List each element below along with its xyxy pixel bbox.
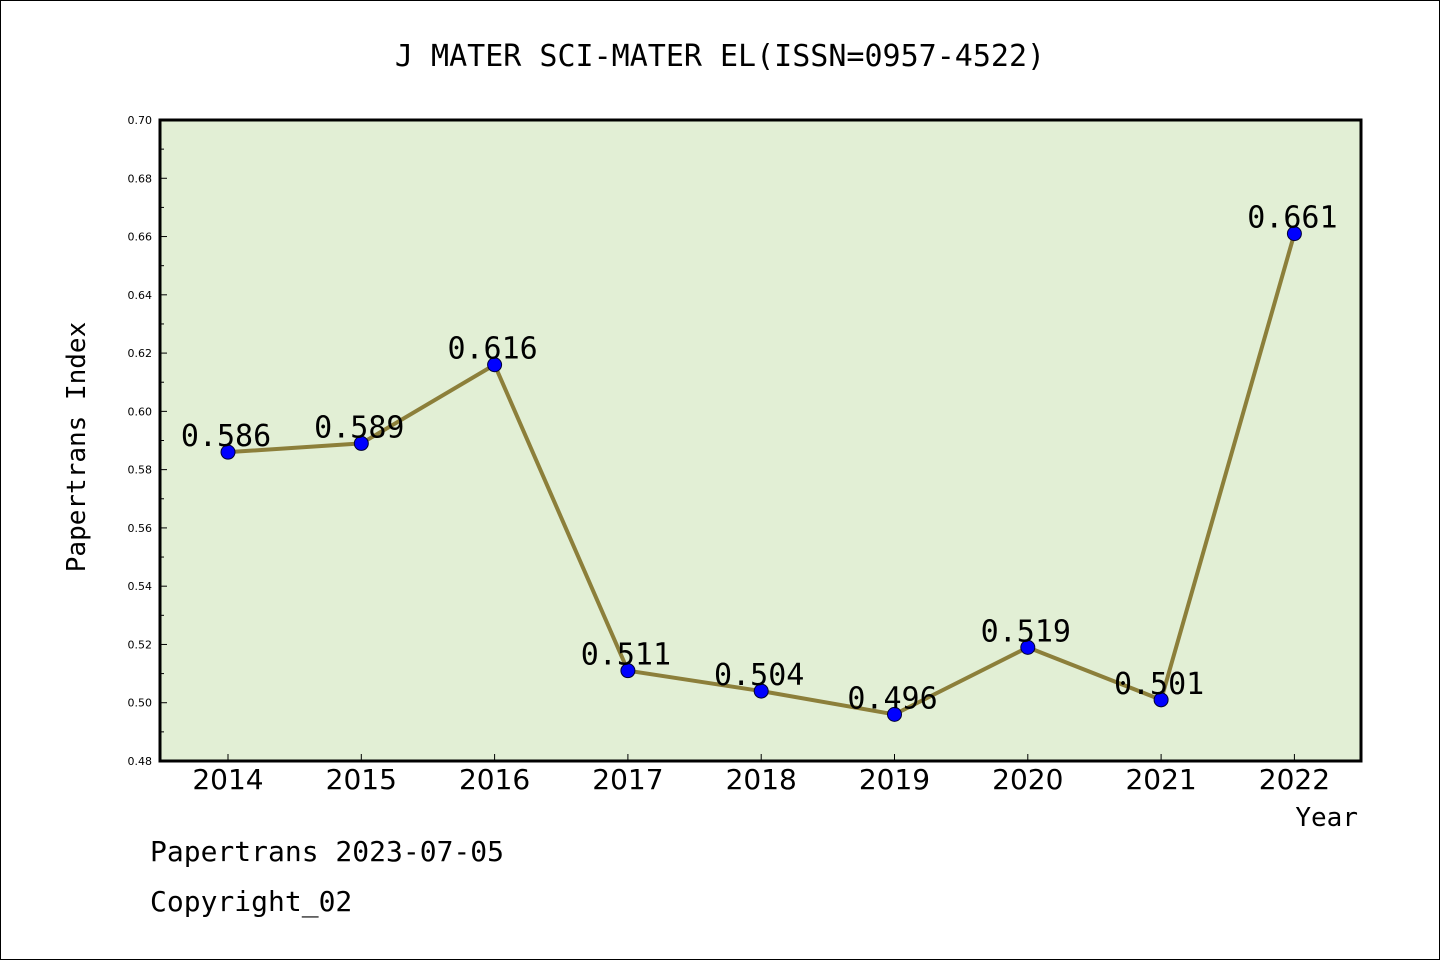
data-label: 0.586 <box>181 419 271 454</box>
data-point <box>753 683 769 699</box>
x-tick-label: 2021 <box>1125 763 1196 796</box>
y-tick-label: 0.52 <box>128 638 153 651</box>
data-label: 0.511 <box>581 638 671 673</box>
x-tick-label: 2018 <box>726 763 797 796</box>
y-tick-label: 0.56 <box>128 522 153 535</box>
data-point <box>220 444 236 460</box>
x-tick-label: 2017 <box>592 763 663 796</box>
y-tick-label: 0.50 <box>128 697 153 710</box>
x-tick-label: 2020 <box>992 763 1063 796</box>
y-axis: 0.48 0.50 0.52 0.54 0.56 0.58 0.60 0.62 0.64 0.66… <box>128 114 167 768</box>
data-point <box>1153 692 1169 708</box>
data-label: 0.501 <box>1114 667 1204 702</box>
x-tick-label: 2022 <box>1259 763 1330 796</box>
data-label: 0.589 <box>314 410 404 445</box>
data-point <box>1286 226 1302 242</box>
y-tick-label: 0.64 <box>128 289 153 302</box>
y-tick-label: 0.68 <box>128 172 153 185</box>
y-tick-label: 0.70 <box>128 114 153 127</box>
series-papertrans-index: 0.586 0.589 0.616 0.511 0.504 0.496 0.519 0.501… <box>181 201 1338 722</box>
x-tick-label: 2014 <box>192 763 263 796</box>
x-axis-label: Year <box>1295 803 1358 833</box>
data-label: 0.616 <box>447 332 537 367</box>
data-label: 0.504 <box>714 658 804 693</box>
data-label: 0.519 <box>981 614 1071 649</box>
footer-date: Papertrans 2023-07-05 <box>150 835 505 868</box>
data-label: 0.496 <box>847 681 937 716</box>
footer-copyright: Copyright_02 <box>150 885 353 918</box>
data-point <box>1020 639 1036 655</box>
data-point <box>620 663 636 679</box>
data-label: 0.661 <box>1247 201 1337 236</box>
x-tick-label: 2019 <box>859 763 930 796</box>
y-tick-label: 0.48 <box>128 755 153 768</box>
x-tick-label: 2015 <box>326 763 397 796</box>
x-axis: 2014 2015 2016 2017 2018 2019 2020 2021 2022 <box>192 754 1330 796</box>
x-tick-label: 2016 <box>459 763 530 796</box>
y-tick-label: 0.62 <box>128 347 153 360</box>
data-point <box>487 357 503 373</box>
chart-title: J MATER SCI-MATER EL(ISSN=0957-4522) <box>395 39 1045 74</box>
data-point <box>887 706 902 722</box>
y-tick-label: 0.60 <box>128 405 153 418</box>
y-tick-label: 0.54 <box>128 580 153 593</box>
y-tick-label: 0.66 <box>128 231 153 244</box>
y-tick-label: 0.58 <box>128 464 153 477</box>
y-axis-label: Papertrans Index <box>62 322 92 572</box>
data-point <box>353 435 369 451</box>
